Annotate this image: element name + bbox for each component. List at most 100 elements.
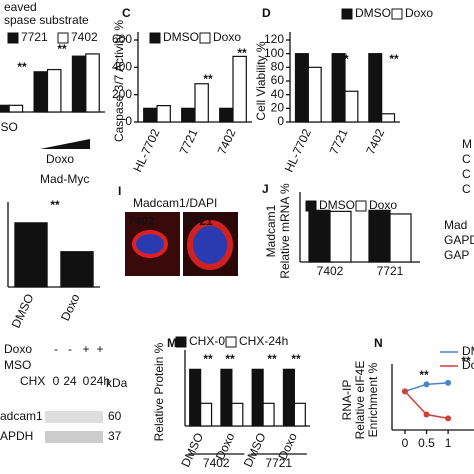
annotation: ** [57, 42, 67, 56]
blot-label: CHX [20, 374, 45, 388]
blot-kda-value: 60 [108, 409, 122, 423]
legend-swatch [7, 32, 19, 44]
bar [71, 55, 87, 113]
cropped-label: GAP [444, 248, 469, 262]
bar [389, 213, 412, 263]
bar [368, 209, 391, 263]
cropped-label: Mad [444, 218, 467, 232]
blot-label: Doxo [4, 342, 32, 356]
blot-label: MSO [4, 358, 31, 372]
bar [181, 107, 196, 123]
y-tick-label: 40 [271, 87, 285, 101]
blot-mark: 0 [53, 374, 60, 388]
x-tick-label: 7402 [363, 126, 387, 156]
y-tick-label: 80 [271, 60, 285, 74]
cropped-label: C [462, 152, 471, 166]
bar [251, 368, 264, 427]
x-tick-label: 1 [445, 436, 452, 450]
y-tick-label: 100 [264, 46, 284, 60]
bar [8, 104, 24, 113]
panel-title: eaved [4, 0, 37, 14]
y-tick-label: 60 [271, 73, 285, 87]
x-tick-label: Doxo [58, 291, 83, 323]
y-tick-label: 0 [125, 114, 132, 128]
bar [194, 83, 209, 123]
blot-mark: - [68, 342, 72, 356]
bar [307, 66, 322, 123]
x-tick-label: 7721 [327, 126, 351, 156]
legend-label: 7402 [71, 30, 98, 44]
cropped-label: GAPD [444, 233, 474, 247]
annotation: ** [291, 352, 301, 366]
y-axis-label: Enrichment % [366, 362, 380, 437]
x-tick-label: 0.5 [418, 436, 435, 450]
y-axis-label: Cell Viability % [254, 41, 268, 120]
legend-swatch [57, 32, 69, 44]
x-tick-label: DMSO [9, 292, 37, 331]
panel-title: spase substrate [4, 13, 89, 27]
group-label: 7402 [203, 456, 230, 470]
bar [262, 402, 275, 427]
blot-mark: - [54, 342, 58, 356]
blot-kda: kDa [106, 376, 128, 390]
cell [187, 220, 233, 270]
x-tick-label: 7402 [215, 126, 239, 156]
legend-swatch [391, 8, 403, 20]
legend-swatch [305, 200, 317, 212]
point [423, 381, 430, 388]
y-tick-label: 0 [277, 114, 284, 128]
annotation: ** [237, 46, 247, 60]
legend-label: DMSO [163, 30, 199, 44]
doxo-wedge [40, 139, 90, 149]
image-title: Madcam1 [133, 196, 186, 210]
blot-band-label: APDH [0, 429, 33, 443]
annotation: ** [203, 72, 213, 86]
annotation: ** [389, 52, 399, 66]
blot-kda-value: 37 [108, 429, 122, 443]
panel-letter: C [122, 6, 131, 20]
blot-mark: 24h [90, 374, 110, 388]
y-axis-label: Madcam1 [264, 204, 278, 257]
bar [368, 53, 383, 123]
x-tick-label: 7402 [317, 264, 344, 278]
bar [294, 53, 309, 123]
blot-band [45, 431, 103, 443]
annotation: ** [225, 352, 235, 366]
group-label: 7721 [265, 456, 292, 470]
point [401, 388, 408, 395]
legend-label: Doxo [405, 6, 433, 20]
x-tick-label: HL-7702 [282, 126, 314, 174]
blot-mark: 0 [83, 374, 90, 388]
legend-label: DM [462, 344, 474, 358]
bar [282, 368, 295, 427]
y-tick-label: 200 [112, 87, 132, 101]
y-tick-label: 600 [112, 32, 132, 46]
bar [33, 71, 49, 113]
bar [0, 104, 10, 113]
x-tick-label: HL-7702 [130, 126, 162, 174]
legend-label: Do [462, 358, 474, 372]
bar [219, 107, 234, 123]
cropped-label: C [462, 182, 471, 196]
panel-letter: D [262, 6, 271, 20]
blot-band [45, 411, 103, 423]
x-tick-label: 7721 [177, 126, 201, 156]
y-axis-label: Relative mRNA % [278, 183, 292, 279]
blot-mark: + [96, 342, 103, 356]
x-axis-label: Doxo [46, 152, 74, 166]
y-tick-label: 120 [264, 32, 284, 46]
bar [293, 402, 306, 427]
x-tick-label: SO [0, 120, 17, 134]
y-axis-label: RNA-IP [340, 380, 354, 421]
panel-title: Mad-Myc [40, 172, 89, 186]
bar [143, 107, 158, 123]
x-tick-label: 7721 [377, 264, 404, 278]
bar [381, 113, 396, 123]
blot-mark: 24 [63, 374, 77, 388]
bar [14, 222, 48, 288]
image-title: /DAPI [186, 196, 217, 210]
bar [331, 53, 346, 123]
cell [132, 230, 168, 258]
y-tick-label: 400 [112, 60, 132, 74]
bar [308, 209, 331, 263]
